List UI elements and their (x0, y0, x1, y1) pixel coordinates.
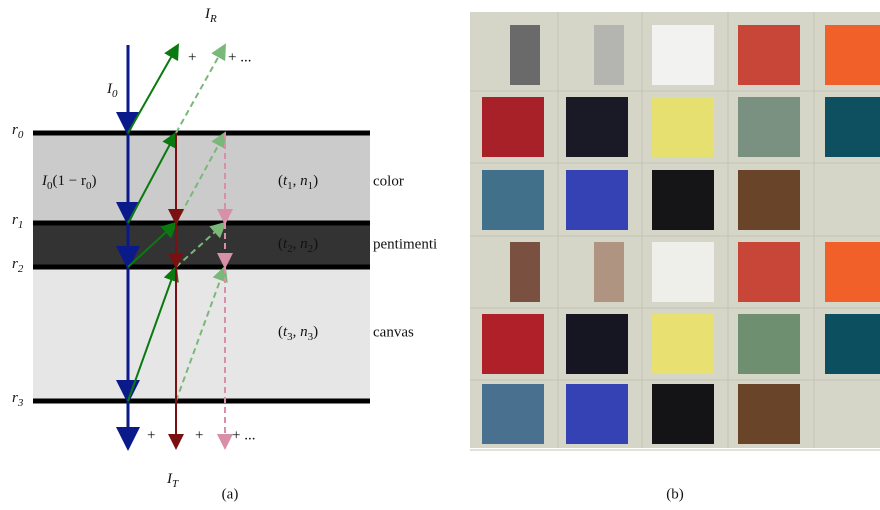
paint-swatch (825, 97, 880, 157)
interface-label: r0 (12, 122, 24, 140)
plus: + (188, 49, 196, 65)
paint-swatch (652, 25, 714, 85)
interface-label: r3 (12, 390, 24, 408)
paint-swatch (738, 25, 800, 85)
plus-more: + ... (232, 427, 255, 443)
figure: IR I0 IT I0(1 − r0) r0 r1 r2 r3 (t1, n1)… (0, 0, 880, 510)
paint-swatch (825, 314, 880, 374)
paint-swatch (566, 314, 628, 374)
paint-swatch (652, 314, 714, 374)
paint-swatch (482, 384, 544, 444)
panel-b: (b) (470, 12, 880, 502)
interface-label: r1 (12, 212, 23, 230)
paint-swatch (510, 25, 540, 85)
incident-label: I0 (106, 81, 118, 99)
paint-swatch (482, 314, 544, 374)
symbol: n (300, 236, 308, 252)
plus: + (147, 427, 155, 443)
paint-swatch (482, 170, 544, 230)
paint-swatch (738, 314, 800, 374)
interface-label: r2 (12, 256, 24, 274)
punct: ) (313, 236, 318, 252)
paint-swatch (825, 242, 880, 302)
paint-swatch (482, 97, 544, 157)
plus: + (195, 427, 203, 443)
paint-swatch (825, 25, 880, 85)
layer-name: canvas (373, 324, 414, 340)
paint-swatch (566, 384, 628, 444)
caption: (b) (666, 486, 684, 502)
caption: (a) (222, 486, 239, 502)
paint-swatch (566, 97, 628, 157)
transmitted-label: IT (166, 471, 179, 489)
layer-name: color (373, 173, 404, 189)
layer-name: pentimenti (373, 236, 437, 252)
paint-swatch (652, 170, 714, 230)
paint-swatch (738, 384, 800, 444)
panel-a: IR I0 IT I0(1 − r0) r0 r1 r2 r3 (t1, n1)… (12, 6, 437, 502)
punct: ) (313, 324, 318, 340)
punct: , (293, 324, 301, 340)
paint-swatch (738, 242, 800, 302)
plus-more: + ... (228, 49, 251, 65)
paint-swatch (566, 170, 628, 230)
paint-swatch (652, 384, 714, 444)
punct: , (293, 236, 301, 252)
paint-swatch (738, 170, 800, 230)
punct: ) (313, 173, 318, 189)
symbol: n (300, 324, 308, 340)
paint-swatch (510, 242, 540, 302)
paint-swatch (652, 97, 714, 157)
symbol: n (300, 173, 308, 189)
paint-swatch (738, 97, 800, 157)
punct: , (293, 173, 301, 189)
reflected-label: IR (204, 6, 217, 24)
paint-swatch (594, 25, 624, 85)
paint-swatch (652, 242, 714, 302)
paint-swatch (594, 242, 624, 302)
